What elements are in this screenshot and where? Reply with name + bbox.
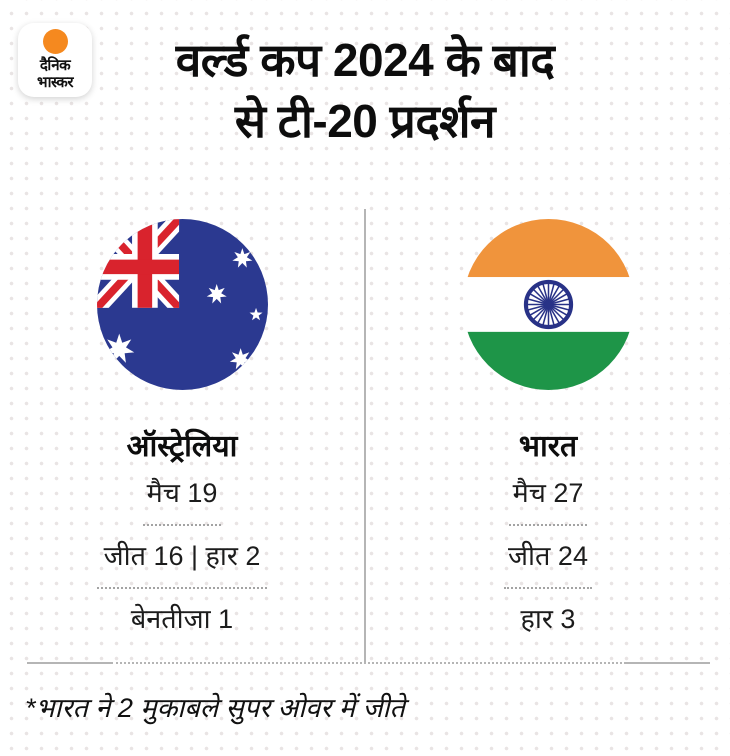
title-line1: वर्ल्ड कप 2024 के बाद xyxy=(175,34,555,86)
dotted-separator xyxy=(143,524,221,526)
team-name-australia: ऑस्ट्रेलिया xyxy=(126,430,238,463)
stat-losses-india: हार 3 xyxy=(520,604,576,634)
logo-sun-icon xyxy=(42,29,68,54)
dotted-separator xyxy=(504,587,592,589)
logo-text-line1: दैनिक xyxy=(39,57,71,74)
stat-wins-india: जीत 24 xyxy=(508,541,588,571)
page-title: वर्ल्ड कप 2024 के बाद से टी-20 प्रदर्शन xyxy=(0,30,730,152)
dotted-separator xyxy=(509,524,587,526)
team-column-australia: ऑस्ट्रेलिया मैच 19 जीत 16 | हार 2 बेनतीज… xyxy=(0,209,364,662)
header: दैनिक भास्कर वर्ल्ड कप 2024 के बाद से टी… xyxy=(0,0,730,152)
stat-matches-australia: मैच 19 xyxy=(146,478,218,508)
dotted-separator xyxy=(97,587,267,589)
footer-divider-middle xyxy=(111,662,626,664)
team-name-india: भारत xyxy=(518,430,578,463)
footer-divider xyxy=(27,662,710,664)
australia-flag xyxy=(96,219,268,390)
title-line2: से टी-20 प्रदर्शन xyxy=(234,95,496,147)
comparison-section: ऑस्ट्रेलिया मैच 19 जीत 16 | हार 2 बेनतीज… xyxy=(0,209,730,662)
dainik-bhaskar-logo: दैनिक भास्कर xyxy=(18,23,92,97)
stat-win-loss-australia: जीत 16 | हार 2 xyxy=(103,541,261,571)
india-flag xyxy=(462,219,634,390)
stat-matches-india: मैच 27 xyxy=(512,478,584,508)
vertical-divider xyxy=(364,209,366,662)
ashoka-chakra-icon xyxy=(523,279,573,330)
footnote: *भारत ने 2 मुकाबले सुपर ओवर में जीते xyxy=(25,693,405,723)
logo-text-line2: भास्कर xyxy=(37,74,73,91)
stat-noresult-australia: बेनतीजा 1 xyxy=(130,604,234,634)
team-column-india: भारत मैच 27 जीत 24 हार 3 xyxy=(366,209,730,662)
footer-divider-left xyxy=(27,662,111,664)
footer-divider-right xyxy=(626,662,710,664)
